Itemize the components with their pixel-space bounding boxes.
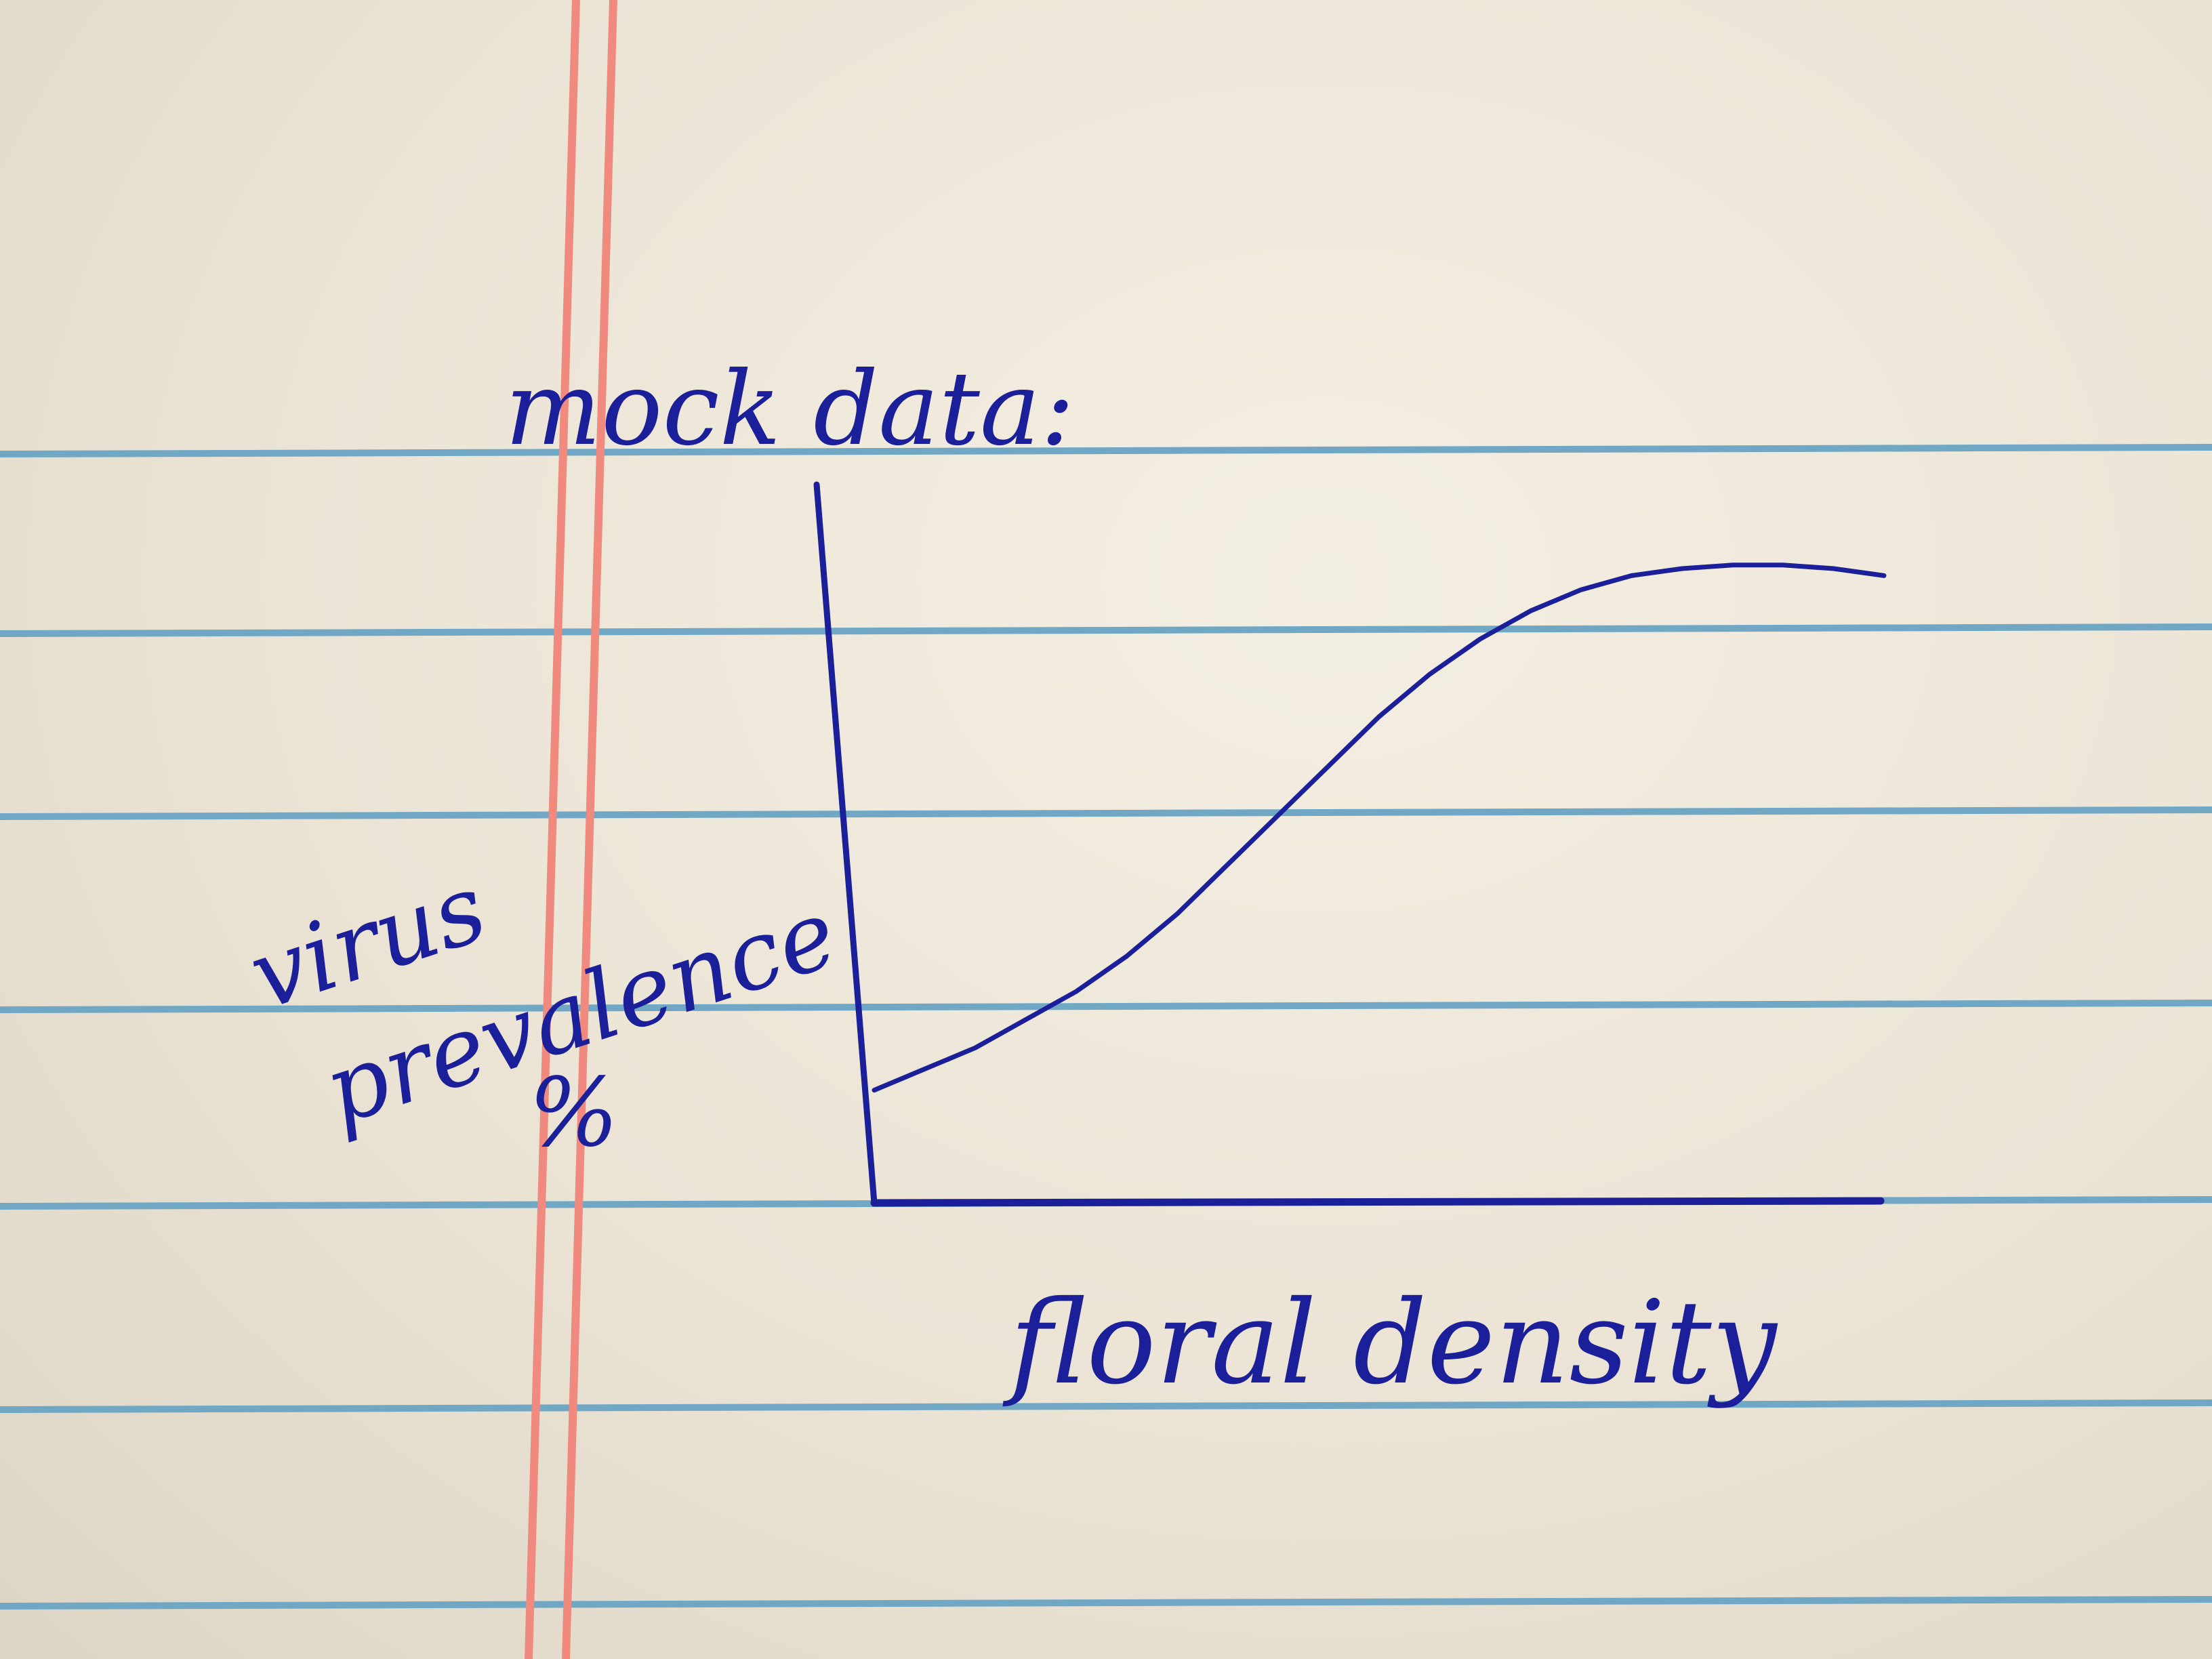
x-axis <box>870 1197 1885 1207</box>
ruled-line <box>0 623 2212 637</box>
y-axis <box>813 481 878 1206</box>
x-axis-label: floral density <box>1002 1276 1778 1410</box>
ruled-line <box>0 444 2212 457</box>
ruled-line <box>0 1596 2212 1610</box>
margin-line <box>525 0 580 1659</box>
ruled-line <box>0 1000 2212 1013</box>
ruled-line <box>0 806 2212 820</box>
chart-title: mock data: <box>505 350 1075 468</box>
series-line <box>872 562 1887 1093</box>
margin-lines <box>525 0 617 1659</box>
ruled-lines <box>0 444 2212 1610</box>
margin-line <box>562 0 617 1659</box>
ruled-line <box>0 1399 2212 1413</box>
y-axis-label-line-3: % <box>529 1058 619 1168</box>
